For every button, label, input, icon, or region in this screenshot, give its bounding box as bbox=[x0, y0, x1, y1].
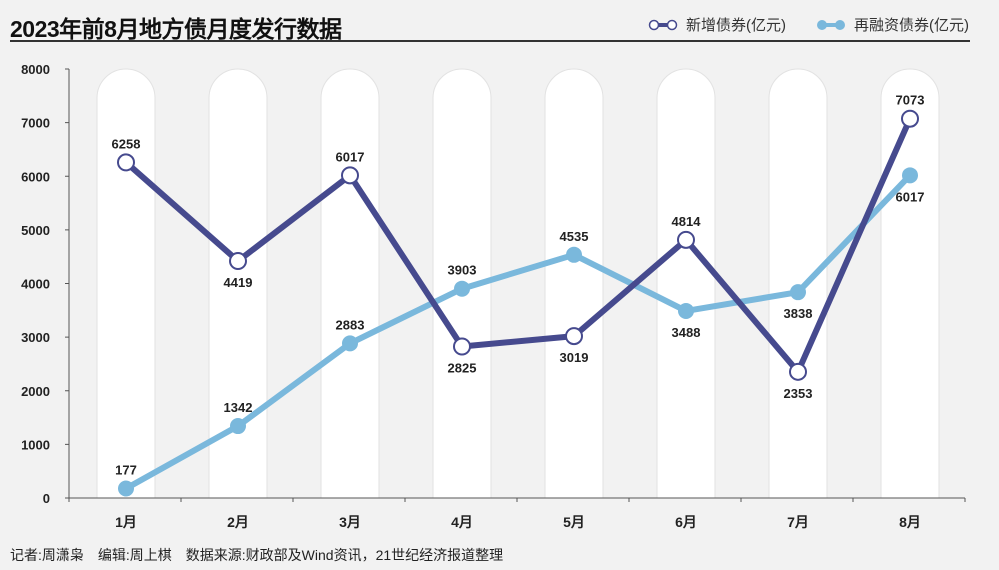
data-point bbox=[902, 167, 918, 184]
data-label: 4419 bbox=[224, 275, 253, 290]
y-tick-label: 0 bbox=[43, 491, 50, 506]
x-tick-label: 4月 bbox=[451, 514, 473, 530]
y-tick-label: 4000 bbox=[21, 277, 50, 292]
data-point bbox=[678, 302, 694, 319]
data-label: 6258 bbox=[112, 136, 141, 151]
x-tick-label: 6月 bbox=[675, 514, 697, 530]
y-tick-label: 1000 bbox=[21, 437, 50, 452]
data-label: 2883 bbox=[336, 317, 365, 332]
data-label: 177 bbox=[115, 463, 137, 478]
title-divider bbox=[10, 40, 970, 42]
data-label: 1342 bbox=[224, 400, 253, 415]
series-line bbox=[124, 173, 913, 492]
x-tick-label: 5月 bbox=[563, 514, 585, 530]
data-point bbox=[901, 109, 919, 128]
x-tick-label: 3月 bbox=[339, 514, 361, 530]
column-background bbox=[656, 68, 716, 499]
column-background bbox=[544, 68, 604, 499]
chart-title: 2023年前8月地方债月度发行数据 bbox=[10, 16, 342, 42]
data-point bbox=[789, 362, 807, 381]
y-tick-label: 6000 bbox=[21, 169, 50, 184]
data-label: 3838 bbox=[784, 306, 813, 321]
data-point bbox=[118, 480, 134, 497]
data-point bbox=[453, 337, 471, 356]
data-label: 4814 bbox=[672, 214, 702, 229]
footer-credits: 记者:周潇枭 编辑:周上棋 数据来源:财政部及Wind资讯，21世纪经济报道整理 bbox=[10, 547, 504, 563]
data-point bbox=[790, 284, 806, 301]
data-point bbox=[229, 252, 247, 271]
data-point bbox=[677, 230, 695, 249]
data-label: 4535 bbox=[560, 229, 589, 244]
data-label: 2825 bbox=[448, 361, 477, 376]
y-tick-label: 5000 bbox=[21, 223, 50, 238]
data-label: 7073 bbox=[896, 93, 925, 108]
data-point bbox=[566, 246, 582, 263]
legend-marker-filled-icon bbox=[817, 19, 845, 30]
column-background bbox=[96, 68, 156, 499]
data-label: 3019 bbox=[560, 350, 589, 365]
data-point bbox=[341, 166, 359, 185]
y-tick-label: 3000 bbox=[21, 330, 50, 345]
y-tick-label: 8000 bbox=[21, 62, 50, 77]
data-point bbox=[117, 153, 135, 172]
data-label: 3488 bbox=[672, 325, 701, 340]
y-tick-label: 2000 bbox=[21, 384, 50, 399]
column-background bbox=[208, 68, 268, 499]
column-background bbox=[768, 68, 828, 499]
legend-item-refinancing-bonds: 再融资债券(亿元) bbox=[816, 14, 969, 35]
series-line bbox=[124, 117, 913, 375]
column-background bbox=[320, 68, 380, 499]
x-tick-label: 8月 bbox=[899, 514, 921, 530]
data-label: 6017 bbox=[896, 189, 925, 204]
y-tick-label: 7000 bbox=[21, 116, 50, 131]
x-tick-label: 1月 bbox=[115, 514, 137, 530]
x-tick-label: 2月 bbox=[227, 514, 249, 530]
data-label: 6017 bbox=[336, 149, 365, 164]
column-background bbox=[880, 68, 940, 499]
data-label: 3903 bbox=[448, 263, 477, 278]
data-point bbox=[565, 327, 583, 346]
legend: 新增债券(亿元) 再融资债券(亿元) bbox=[648, 14, 969, 35]
legend-label: 再融资债券(亿元) bbox=[854, 17, 969, 34]
legend-marker-hollow-icon bbox=[648, 19, 678, 30]
data-point bbox=[454, 280, 470, 297]
data-label: 2353 bbox=[784, 386, 813, 401]
data-point bbox=[230, 418, 246, 435]
x-tick-label: 7月 bbox=[787, 514, 809, 530]
data-point bbox=[342, 335, 358, 352]
legend-item-new-bonds: 新增债券(亿元) bbox=[648, 14, 786, 35]
legend-label: 新增债券(亿元) bbox=[686, 17, 786, 34]
